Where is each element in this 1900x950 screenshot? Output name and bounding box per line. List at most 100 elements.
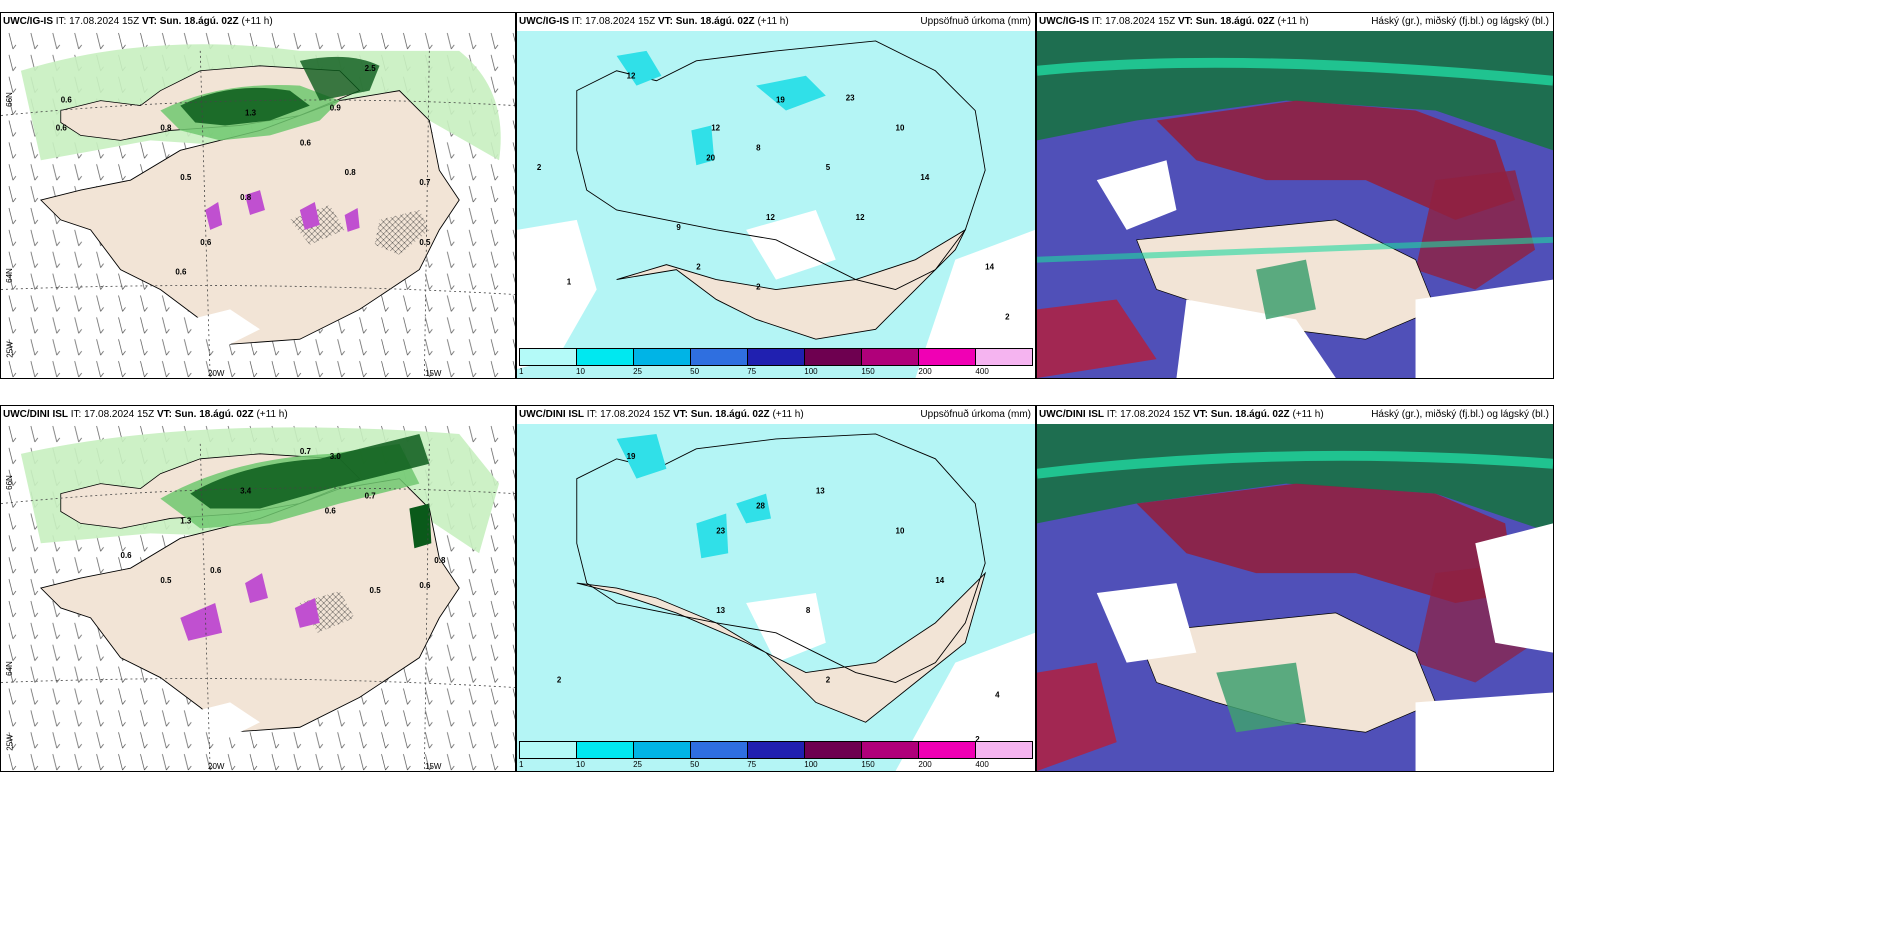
wind-map: 0.7 3.0 3.4 1.3 0.6 0.7 0.5 0.6 0.5 0.6 0.8 0.… xyxy=(1,424,515,771)
legend-swatch xyxy=(748,742,805,758)
lon-label-15: 15W xyxy=(425,762,442,771)
svg-text:3.0: 3.0 xyxy=(330,452,342,461)
init-time: 17.08.2024 15Z xyxy=(600,409,671,420)
precip-title: Uppsöfnuð úrkoma (mm) xyxy=(920,409,1031,420)
lon-label-15: 15W xyxy=(425,369,442,378)
legend-tick: 25 xyxy=(633,367,642,376)
init-time: 17.08.2024 15Z xyxy=(1120,409,1191,420)
svg-text:0.7: 0.7 xyxy=(419,178,431,187)
panel-clouds-top: UWC/IG-IS IT: 17.08.2024 15Z VT: Sun. 18… xyxy=(1036,12,1554,379)
panel-wind-precip-bottom: UWC/DINI ISL IT: 17.08.2024 15Z VT: Sun.… xyxy=(0,405,516,772)
panel-accum-precip-bottom: UWC/DINI ISL IT: 17.08.2024 15Z VT: Sun.… xyxy=(516,405,1036,772)
legend-swatch xyxy=(634,742,691,758)
model-name: UWC/DINI ISL xyxy=(519,409,584,420)
legend-swatch xyxy=(520,742,577,758)
legend-swatch xyxy=(862,742,919,758)
precip-legend xyxy=(519,741,1033,759)
lead-time: (+11 h) xyxy=(256,409,288,420)
svg-text:2: 2 xyxy=(975,735,980,744)
legend-tick-labels: 1 10 25 50 75 100 150 200 400 xyxy=(519,366,1033,378)
init-time: 17.08.2024 15Z xyxy=(69,16,140,27)
legend-tick: 400 xyxy=(975,760,989,769)
svg-text:0.6: 0.6 xyxy=(210,566,222,575)
panel-header: UWC/DINI ISL IT: 17.08.2024 15Z VT: Sun.… xyxy=(1,406,515,424)
svg-text:12: 12 xyxy=(856,213,865,222)
init-time: 17.08.2024 15Z xyxy=(1105,16,1176,27)
svg-text:19: 19 xyxy=(627,452,636,461)
lat-label-66: 66N xyxy=(4,475,14,490)
it-label: IT: xyxy=(55,16,67,27)
legend-swatch xyxy=(976,349,1032,365)
vt-label: VT: xyxy=(1177,16,1193,27)
legend-swatch xyxy=(862,349,919,365)
svg-text:2: 2 xyxy=(826,676,831,685)
svg-text:0.8: 0.8 xyxy=(345,168,357,177)
lon-label-20: 20W xyxy=(208,762,225,771)
legend-tick: 50 xyxy=(690,760,700,769)
svg-text:0.7: 0.7 xyxy=(365,492,377,501)
svg-text:0.6: 0.6 xyxy=(300,138,312,147)
svg-text:8: 8 xyxy=(806,606,811,615)
model-name: UWC/DINI ISL xyxy=(3,409,68,420)
lon-label-25: 25W xyxy=(5,734,15,751)
legend-swatch xyxy=(976,742,1032,758)
svg-text:2: 2 xyxy=(696,263,701,272)
vt-label: VT: xyxy=(1192,409,1208,420)
legend-tick: 150 xyxy=(861,367,875,376)
svg-text:0.9: 0.9 xyxy=(330,104,342,113)
svg-text:8: 8 xyxy=(756,143,761,152)
legend-tick-labels: 1 10 25 50 75 100 150 200 400 xyxy=(519,759,1033,771)
legend-swatch xyxy=(805,742,862,758)
valid-time: Sun. 18.ágú. 02Z xyxy=(1195,16,1275,27)
svg-text:4: 4 xyxy=(995,690,1000,699)
legend-tick: 50 xyxy=(690,367,700,376)
valid-time: Sun. 18.ágú. 02Z xyxy=(159,16,239,27)
init-time: 17.08.2024 15Z xyxy=(585,16,656,27)
legend-tick: 150 xyxy=(861,760,875,769)
svg-text:0.8: 0.8 xyxy=(160,123,172,132)
cloud-title: Háský (gr.), miðský (fj.bl.) og lágský (… xyxy=(1371,409,1549,420)
lead-time: (+11 h) xyxy=(1292,409,1324,420)
legend-tick: 75 xyxy=(747,760,757,769)
valid-time: Sun. 18.ágú. 02Z xyxy=(675,16,755,27)
svg-text:0.5: 0.5 xyxy=(160,576,172,585)
svg-text:0.6: 0.6 xyxy=(419,581,431,590)
lat-label-64: 64N xyxy=(4,661,14,676)
panel-header: UWC/IG-IS IT: 17.08.2024 15Z VT: Sun. 18… xyxy=(1037,13,1553,31)
svg-text:13: 13 xyxy=(816,487,825,496)
legend-swatch xyxy=(691,349,748,365)
svg-text:10: 10 xyxy=(896,123,905,132)
svg-text:0.5: 0.5 xyxy=(419,238,431,247)
svg-text:0.5: 0.5 xyxy=(180,173,192,182)
svg-text:0.6: 0.6 xyxy=(200,238,212,247)
legend-tick: 25 xyxy=(633,760,642,769)
cloud-map xyxy=(1037,31,1553,378)
lon-label-25: 25W xyxy=(5,341,15,358)
cloud-title: Háský (gr.), miðský (fj.bl.) og lágský (… xyxy=(1371,16,1549,27)
svg-text:14: 14 xyxy=(985,263,994,272)
svg-text:2.5: 2.5 xyxy=(365,64,377,73)
lon-label-20: 20W xyxy=(208,369,225,378)
vt-label: VT: xyxy=(657,16,673,27)
legend-tick: 75 xyxy=(747,367,757,376)
it-label: IT: xyxy=(1106,409,1118,420)
legend-swatch xyxy=(748,349,805,365)
cloud-map xyxy=(1037,424,1553,771)
legend-tick: 100 xyxy=(804,760,818,769)
svg-text:23: 23 xyxy=(846,94,855,103)
svg-text:13: 13 xyxy=(716,606,725,615)
svg-text:0.7: 0.7 xyxy=(300,447,312,456)
panel-header: UWC/IG-IS IT: 17.08.2024 15Z VT: Sun. 18… xyxy=(517,13,1035,31)
valid-time: Sun. 18.ágú. 02Z xyxy=(1210,409,1290,420)
svg-text:9: 9 xyxy=(676,223,681,232)
svg-text:0.6: 0.6 xyxy=(61,96,73,105)
svg-text:2: 2 xyxy=(557,676,562,685)
lat-label-66: 66N xyxy=(4,92,14,107)
svg-text:28: 28 xyxy=(756,502,765,511)
legend-tick: 200 xyxy=(918,760,932,769)
it-label: IT: xyxy=(70,409,82,420)
legend-swatch xyxy=(691,742,748,758)
lead-time: (+11 h) xyxy=(772,409,804,420)
legend-tick: 400 xyxy=(975,367,989,376)
svg-text:0.6: 0.6 xyxy=(56,123,68,132)
